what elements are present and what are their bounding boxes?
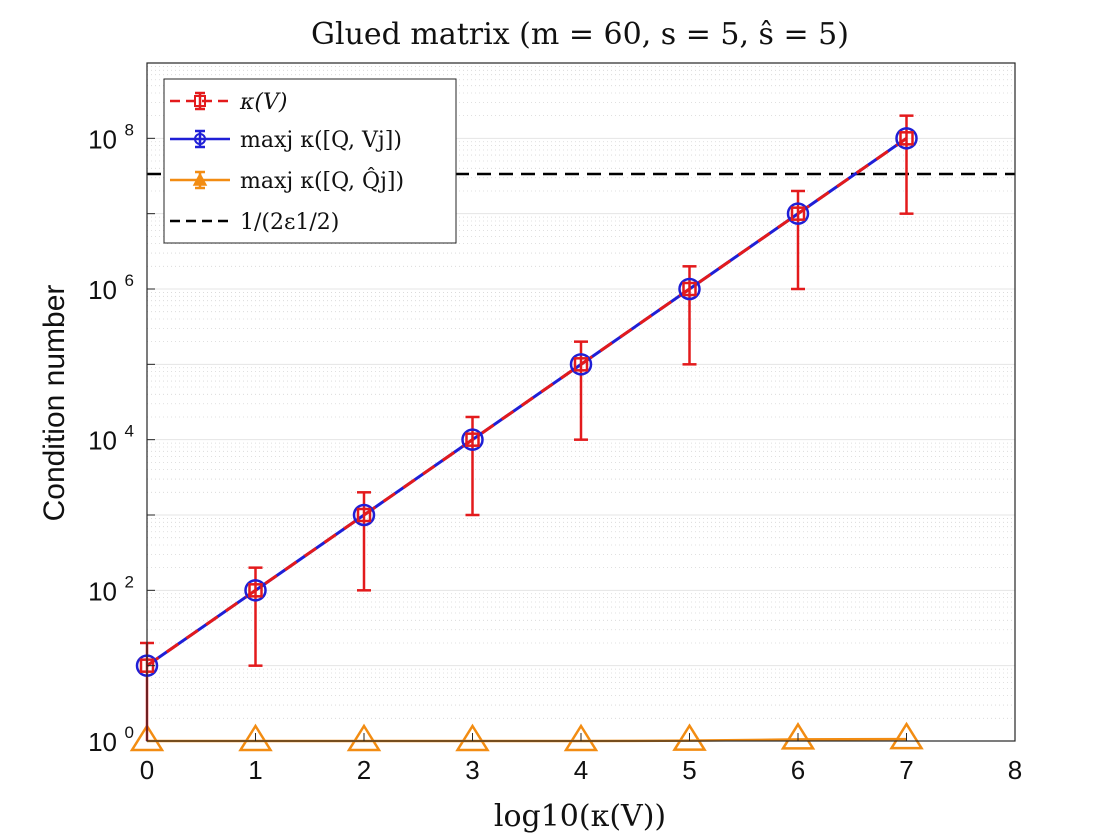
marker-square — [356, 507, 372, 523]
marker-triangle — [238, 723, 273, 752]
y-tick-exponent: 0 — [125, 723, 134, 742]
series-line-kappa-v — [146, 137, 908, 667]
y-tick-exponent: 8 — [125, 120, 134, 139]
marker-square — [248, 583, 263, 598]
marker-triangle — [455, 723, 490, 752]
marker-circle — [895, 127, 918, 150]
legend-entry-reference: 1/(2ε1/2) — [170, 210, 339, 235]
marker-square — [899, 131, 914, 146]
x-tick-label: 3 — [465, 755, 479, 785]
legend: κ(V) maxj κ([Q, Vj]) maxj κ([Q, Q̂j]) 1/… — [163, 78, 457, 244]
legend-label: κ(V) — [239, 90, 287, 115]
y-tick-label: 10 — [88, 426, 117, 456]
marker-square — [465, 432, 480, 447]
marker-circle — [244, 579, 267, 602]
marker-triangle — [889, 721, 924, 750]
x-tick-label: 8 — [1008, 755, 1022, 785]
x-tick-label: 5 — [682, 755, 696, 785]
marker-circle — [352, 503, 376, 527]
marker-circle — [786, 202, 810, 225]
marker-triangle — [346, 723, 382, 752]
x-tick-label: 7 — [899, 755, 913, 785]
y-tick-label: 10 — [88, 727, 117, 757]
marker-triangle — [780, 722, 816, 750]
x-tick-label: 6 — [791, 755, 805, 785]
x-axis-label: log10(κ(V)) — [494, 799, 666, 834]
x-tick-label: 0 — [140, 755, 154, 785]
marker-square — [573, 357, 589, 372]
x-tick-label: 1 — [248, 755, 262, 785]
marker-square — [790, 206, 806, 221]
marker-triangle — [672, 723, 707, 751]
legend-label: maxj κ([Q, Q̂j]) — [240, 168, 404, 194]
y-tick-label: 10 — [88, 275, 117, 305]
legend-entry-max-q-vj: maxj κ([Q, Vj]) — [170, 128, 402, 153]
legend-label: 1/(2ε1/2) — [240, 210, 339, 235]
marker-circle — [569, 353, 593, 376]
legend-box — [163, 78, 457, 244]
legend-label: maxj κ([Q, Vj]) — [240, 128, 402, 153]
y-tick-exponent: 4 — [125, 422, 134, 441]
legend-entry-kappa-v: κ(V) — [170, 90, 287, 115]
y-tick-exponent: 6 — [125, 271, 134, 290]
y-axis-label: Condition number — [38, 285, 71, 522]
y-tick-label: 10 — [88, 576, 117, 606]
y-tick-label: 10 — [88, 124, 117, 154]
marker-square — [682, 281, 697, 297]
axis-ticks: 0 1 2 3 4 5 6 7 8 10 0 10 2 10 4 10 6 10 8 — [88, 62, 1022, 785]
legend-entry-max-q-qj: maxj κ([Q, Q̂j]) — [170, 168, 404, 194]
marker-triangle — [129, 723, 165, 752]
y-tick-exponent: 2 — [125, 572, 134, 591]
marker-circle — [678, 277, 701, 301]
x-tick-label: 2 — [357, 755, 371, 785]
marker-triangle — [563, 723, 599, 752]
x-tick-label: 4 — [574, 755, 588, 785]
chart-title: Glued matrix (m = 60, s = 5, ŝ = 5) — [311, 17, 849, 52]
marker-circle — [461, 428, 484, 451]
